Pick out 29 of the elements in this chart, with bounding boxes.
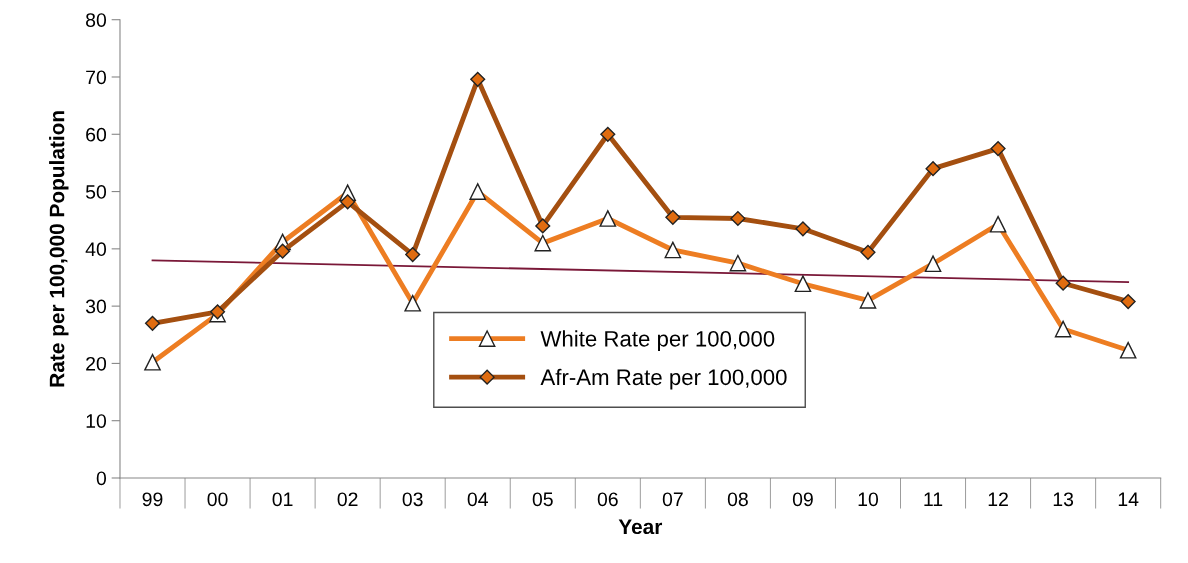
- y-tick-label: 80: [86, 13, 107, 27]
- x-tick-label: 11: [924, 492, 943, 506]
- x-tick-label: 07: [662, 492, 683, 507]
- y-axis-title: Rate per 100,000 Population: [49, 111, 69, 387]
- y-tick-label: 70: [86, 70, 107, 85]
- x-tick-label: 04: [467, 492, 488, 507]
- x-tick-label: 02: [337, 492, 358, 507]
- y-tick-label: 40: [85, 242, 107, 257]
- x-tick-label: 14: [1118, 492, 1139, 506]
- y-tick-label: 60: [86, 127, 107, 142]
- y-tick-label: 20: [86, 356, 107, 371]
- x-tick-label: 01: [272, 492, 293, 507]
- x-tick-label: 08: [727, 492, 748, 507]
- x-tick-label: 99: [142, 492, 163, 507]
- x-tick-label: 09: [792, 492, 813, 507]
- x-tick-label: 10: [858, 492, 879, 507]
- x-tick-label: 05: [532, 492, 553, 507]
- x-tick-label: 13: [1053, 492, 1074, 507]
- x-tick-label: 00: [207, 492, 228, 507]
- x-axis-title: Year: [618, 519, 663, 535]
- x-tick-label: 06: [597, 492, 618, 507]
- x-tick-label: 12: [988, 492, 1008, 506]
- legend-label: Afr-Am Rate per 100,000: [540, 368, 787, 390]
- y-tick-label: 50: [85, 185, 107, 199]
- y-tick-label: 10: [86, 414, 107, 428]
- legend-label: White Rate per 100,000: [540, 330, 775, 352]
- y-tick-label: 0: [96, 471, 107, 486]
- y-tick-label: 30: [85, 299, 107, 314]
- x-tick-label: 03: [402, 492, 423, 507]
